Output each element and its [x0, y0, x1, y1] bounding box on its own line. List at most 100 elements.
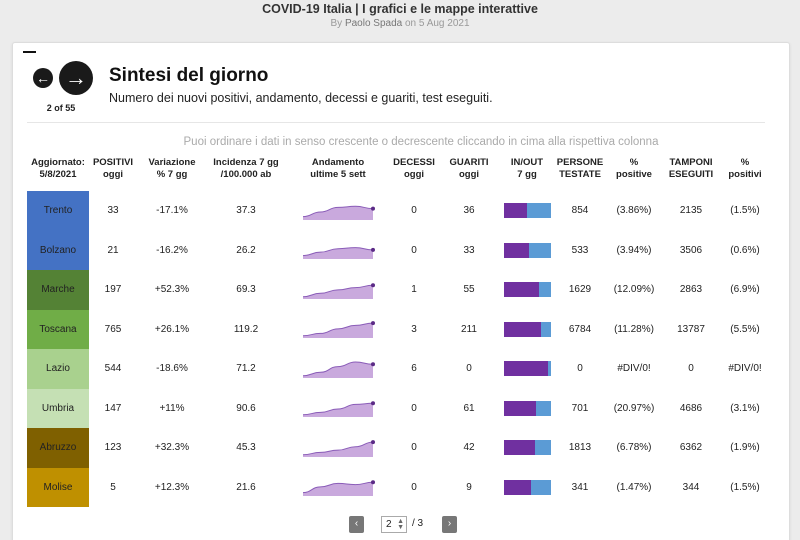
inout-bar-fill: [503, 203, 527, 219]
incidenza-cell: 119.2: [233, 323, 259, 335]
tamponi-cell: 2135: [679, 205, 703, 217]
col-pct-positivi[interactable]: % positivi: [728, 157, 762, 180]
incidenza-cell: 21.6: [236, 481, 256, 493]
table-header: Aggiornato: 5/8/2021 POSITIVI oggi Varia…: [13, 157, 791, 193]
guariti-cell: 211: [461, 323, 477, 335]
incidenza-cell: 90.6: [236, 402, 256, 414]
incidenza-cell: 71.2: [236, 363, 256, 375]
trend-area: [303, 482, 373, 497]
trend-last-point: [371, 321, 375, 326]
table-row: Toscana 765 +26.1% 119.2 3 211 6784 (11.28%) 137…: [13, 309, 791, 350]
positivi-cell: 765: [104, 323, 122, 335]
trend-area: [303, 206, 373, 220]
col-pct-positive[interactable]: % positive: [616, 157, 652, 180]
guariti-cell: 55: [463, 284, 475, 296]
col-positivi[interactable]: POSITIVI oggi: [92, 157, 134, 180]
table-row: Lazio 544 -18.6% 71.2 6 0 0 #DIV/0! 0 #DIV/0!: [13, 349, 791, 389]
variazione-cell: -16.2%: [156, 244, 188, 256]
variazione-cell: +26.1%: [154, 323, 190, 335]
table-body: Trento 33 -17.1% 37.3 0 36 854 (3.86%) 2135 (1.5%…: [13, 191, 791, 507]
page-number-value: 2: [386, 519, 392, 530]
region-cell: Marche: [27, 270, 89, 310]
tamponi-cell: 13787: [677, 323, 705, 335]
table-row: Abruzzo 123 +32.3% 45.3 0 42 1813 (6.78%) 6362 (1…: [13, 428, 791, 468]
guariti-cell: 0: [466, 363, 472, 375]
trend-sparkline: [298, 310, 378, 350]
testate-cell: 341: [571, 481, 589, 493]
pct-positivi-cell: #DIV/0!: [728, 363, 762, 375]
inout-bar-cell: [502, 310, 552, 350]
page-subtitle: Numero dei nuovi positivi, andamento, de…: [109, 91, 493, 105]
author-link[interactable]: Paolo Spada: [344, 18, 403, 29]
table-row: Trento 33 -17.1% 37.3 0 36 854 (3.86%) 2135 (1.5%…: [13, 191, 791, 231]
inout-bar-cell: [502, 191, 552, 231]
pct-positivi-cell: (3.1%): [730, 402, 760, 414]
col-tamponi[interactable]: TAMPONI ESEGUITI: [668, 157, 714, 180]
inout-bar-fill: [503, 440, 535, 456]
inout-bar: [503, 321, 551, 337]
col-testate[interactable]: PERSONE TESTATE: [556, 157, 604, 180]
trend-sparkline: [298, 389, 378, 429]
col-aggiornato[interactable]: Aggiornato: 5/8/2021: [31, 157, 85, 180]
pct-positivi-cell: (5.5%): [730, 323, 760, 335]
trend-sparkline: [298, 231, 378, 271]
variazione-cell: -17.1%: [156, 205, 188, 217]
page-total: / 3: [412, 518, 424, 529]
inout-bar-cell: [502, 270, 552, 310]
next-page-button[interactable]: ›: [442, 516, 457, 533]
trend-line: [302, 403, 374, 416]
col-guariti[interactable]: GUARITI oggi: [449, 157, 489, 180]
spinner-icon[interactable]: ▲ ▼: [397, 518, 404, 531]
table-row: Marche 197 +52.3% 69.3 1 55 1629 (12.09%) 2863 (6…: [13, 270, 791, 310]
inout-bar-fill: [503, 479, 531, 495]
inout-bar: [503, 440, 551, 456]
region-cell: Molise: [27, 467, 89, 507]
tamponi-cell: 344: [682, 481, 700, 493]
region-cell: Abruzzo: [27, 428, 89, 468]
table-row: Umbria 147 +11% 90.6 0 61 701 (20.97%) 4686 (3.1%…: [13, 388, 791, 429]
inout-bar-cell: [502, 468, 552, 508]
table-row: Bolzano 21 -16.2% 26.2 0 33 533 (3.94%) 3506 (0.6…: [13, 230, 791, 271]
region-cell: Umbria: [27, 388, 89, 428]
trend-last-point: [371, 206, 375, 211]
region-cell: Trento: [27, 191, 89, 231]
positivi-cell: 197: [104, 284, 122, 296]
pct-positivi-cell: (1.5%): [730, 205, 760, 217]
trend-last-point: [371, 480, 375, 485]
inout-bar: [503, 242, 551, 258]
col-incidenza[interactable]: Incidenza 7 gg /100.000 ab: [213, 157, 279, 180]
prev-slide-button[interactable]: ←: [33, 68, 53, 88]
testate-cell: 854: [571, 205, 589, 217]
col-variazione[interactable]: Variazione % 7 gg: [148, 157, 196, 180]
trend-sparkline: [298, 428, 378, 468]
guariti-cell: 42: [463, 442, 475, 454]
menu-icon[interactable]: [23, 51, 36, 53]
variazione-cell: +52.3%: [154, 284, 190, 296]
tamponi-cell: 6362: [679, 442, 703, 454]
trend-last-point: [371, 248, 375, 253]
col-inout[interactable]: IN/OUT 7 gg: [510, 157, 544, 180]
trend-line: [302, 361, 374, 376]
decessi-cell: 0: [411, 244, 417, 256]
inout-bar-fill: [503, 282, 539, 298]
col-decessi[interactable]: DECESSI oggi: [393, 157, 435, 180]
tamponi-cell: 4686: [679, 402, 703, 414]
inout-bar: [503, 282, 551, 298]
col-andamento[interactable]: Andamento ultime 5 sett: [310, 157, 366, 180]
trend-last-point: [371, 439, 375, 444]
next-slide-button[interactable]: →: [59, 61, 93, 95]
page-number-input[interactable]: 2 ▲ ▼: [381, 516, 407, 533]
inout-bar-cell: [502, 349, 552, 389]
decessi-cell: 3: [411, 323, 417, 335]
inout-bar-fill: [503, 242, 530, 258]
decessi-cell: 0: [411, 402, 417, 414]
variazione-cell: +11%: [159, 402, 185, 414]
prev-page-button[interactable]: ‹: [349, 516, 364, 533]
positivi-cell: 123: [104, 442, 122, 454]
sort-hint: Puoi ordinare i dati in senso crescente …: [183, 136, 659, 148]
divider: [27, 122, 765, 123]
pct-positivi-cell: (1.5%): [730, 481, 760, 493]
inout-bar-cell: [502, 231, 552, 271]
testate-cell: 1813: [568, 442, 592, 454]
inout-bar: [503, 479, 551, 495]
